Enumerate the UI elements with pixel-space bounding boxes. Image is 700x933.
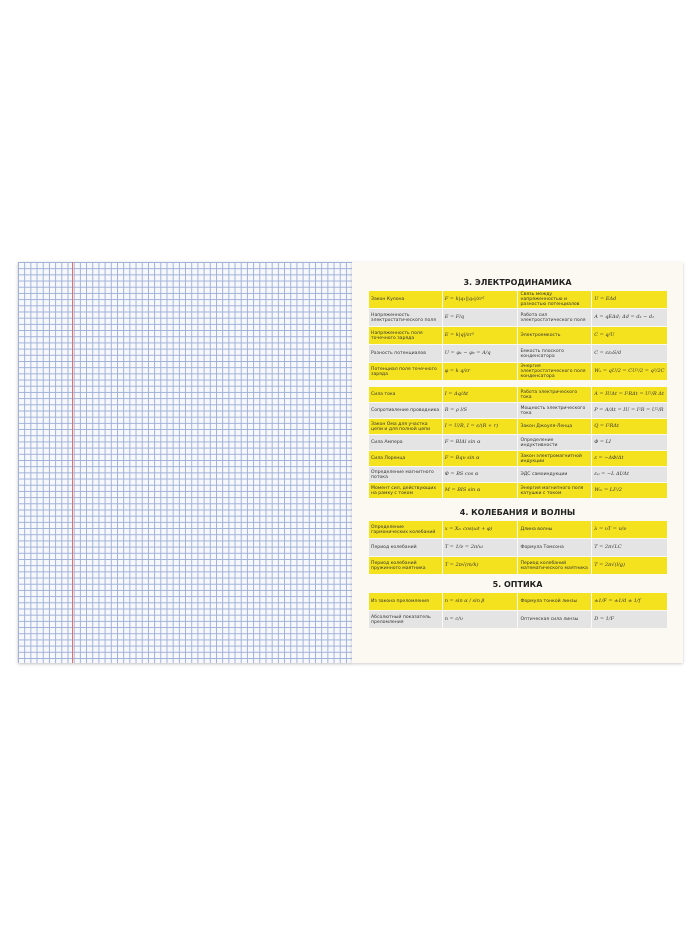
- formula-cell: φ = k q/εr: [442, 363, 518, 380]
- formula-cell: Φ = BS cos α: [442, 467, 518, 482]
- table-row: Закон Кулона F = k|q₁||q₂|/εr² Связь между…: [369, 291, 667, 308]
- formula-cell: n = c/υ: [442, 611, 518, 628]
- formula-cell: λ = υT = υ/ν: [592, 521, 667, 538]
- formula-cell: T = 1/ν = 2π/ω: [442, 539, 518, 556]
- table-row: Разность потенциалов U = φ₁ − φ₂ = A/q Емк…: [369, 345, 667, 362]
- formula-cell: n = sin α / sin β: [442, 593, 518, 610]
- label-cell: Закон электромагнитной индукции: [518, 451, 592, 466]
- formula-cell: E = F/q: [442, 309, 518, 326]
- label-cell: Из закона преломления: [369, 593, 442, 610]
- label-cell: Мощность электрического тока: [518, 403, 592, 418]
- formula-cell: E = k|q|/εr²: [442, 327, 518, 344]
- formula-cell: P = A/Δt = IU = I²R = U²/R: [592, 403, 667, 418]
- label-cell: Электроемкость: [518, 327, 592, 344]
- label-cell: Работа сил электростатического поля: [518, 309, 592, 326]
- formula-cell: Q = I²RΔt: [592, 419, 667, 434]
- formula-cell: I = U/R, I = ε/(R + r): [442, 419, 518, 434]
- formula-cell: Wₑ = qU/2 = CU²/2 = q²/2C: [592, 363, 667, 380]
- label-cell: Емкость плоского конденсатора: [518, 345, 592, 362]
- section-title: 5. ОПТИКА: [492, 580, 543, 589]
- label-cell: Определение гармонических колебаний: [369, 521, 442, 538]
- formula-cell: Φ = LI: [592, 435, 667, 450]
- label-cell: Определение магнитного потока: [369, 467, 442, 482]
- label-cell: Период колебаний математического маятник…: [518, 557, 592, 574]
- label-cell: Оптическая сила линзы: [518, 611, 592, 628]
- label-cell: ЭДС самоиндукции: [518, 467, 592, 482]
- label-cell: Период колебаний: [369, 539, 442, 556]
- label-cell: Определение индуктивности: [518, 435, 592, 450]
- formula-cell: C = εε₀S/d: [592, 345, 667, 362]
- table-row: Определение магнитного потока Φ = BS cos …: [369, 467, 667, 482]
- formula-table: Определение гармонических колебаний x = X…: [368, 520, 668, 575]
- label-cell: Формула тонкой линзы: [518, 593, 592, 610]
- table-row: Сопротивление проводника R = ρ l/S Мощност…: [369, 403, 667, 418]
- table-row: Момент сил, действующих на рамку с током…: [369, 483, 667, 498]
- table-row: Сила тока I = Δq/Δt Работа электрического …: [369, 387, 667, 402]
- formula-page: 3. ЭЛЕКТРОДИНАМИКА Закон Кулона F = k|q₁||…: [352, 262, 683, 663]
- section-title: 4. КОЛЕБАНИЯ И ВОЛНЫ: [459, 508, 576, 517]
- formula-cell: I = Δq/Δt: [442, 387, 518, 402]
- label-cell: Длина волны: [518, 521, 592, 538]
- formula-cell: D = 1/F: [592, 611, 667, 628]
- table-row: Закон Ома для участка цепи и для полной …: [369, 419, 667, 434]
- table-row: Сила Лоренца F = Bqυ sin α Закон электрома…: [369, 451, 667, 466]
- label-cell: Связь между напряженностью и разностью п…: [518, 291, 592, 308]
- formula-cell: T = 2π√(m/k): [442, 557, 518, 574]
- formula-table: Закон Кулона F = k|q₁||q₂|/εr² Связь между…: [368, 290, 668, 381]
- table-row: Напряженность поля точечного заряда E = k…: [369, 327, 667, 344]
- label-cell: Энергия магнитного поля катушки с током: [518, 483, 592, 498]
- table-row: Потенциал поля точечного заряда φ = k q/ε…: [369, 363, 667, 380]
- table-row: Абсолютный показатель преломления n = c/υ…: [369, 611, 667, 628]
- label-cell: Работа электрического тока: [518, 387, 592, 402]
- formula-cell: εₛᵢ = −L ΔI/Δt: [592, 467, 667, 482]
- label-cell: Закон Джоуля-Ленца: [518, 419, 592, 434]
- formula-cell: x = Xₘ cos(ωt + φ): [442, 521, 518, 538]
- formula-cell: T = 2π√(l/g): [592, 557, 667, 574]
- label-cell: Напряженность электростатического поля: [369, 309, 442, 326]
- table-row: Определение гармонических колебаний x = X…: [369, 521, 667, 538]
- formula-cell: U = φ₁ − φ₂ = A/q: [442, 345, 518, 362]
- table-row: Сила Ампера F = BIΔl sin α Определение инд…: [369, 435, 667, 450]
- formula-cell: T = 2π√LC: [592, 539, 667, 556]
- formula-cell: F = BIΔl sin α: [442, 435, 518, 450]
- formula-cell: U = EΔd: [592, 291, 667, 308]
- formula-table: Сила тока I = Δq/Δt Работа электрического …: [368, 386, 668, 499]
- formula-cell: ±1/F = ±1/d ± 1/f: [592, 593, 667, 610]
- formula-table: Из закона преломления n = sin α / sin β Фо…: [368, 592, 668, 629]
- formula-cell: A = qEΔd; Δd = d₂ − d₁: [592, 309, 667, 326]
- label-cell: Закон Кулона: [369, 291, 442, 308]
- label-cell: Сила Ампера: [369, 435, 442, 450]
- label-cell: Момент сил, действующих на рамку с током: [369, 483, 442, 498]
- label-cell: Сопротивление проводника: [369, 403, 442, 418]
- formula-cell: F = Bqυ sin α: [442, 451, 518, 466]
- section-title: 3. ЭЛЕКТРОДИНАМИКА: [463, 278, 572, 287]
- label-cell: Сила тока: [369, 387, 442, 402]
- formula-cell: Wₘ = LI²/2: [592, 483, 667, 498]
- label-cell: Напряженность поля точечного заряда: [369, 327, 442, 344]
- margin-line: [72, 262, 73, 663]
- formula-cell: M = BIS sin α: [442, 483, 518, 498]
- label-cell: Сила Лоренца: [369, 451, 442, 466]
- label-cell: Разность потенциалов: [369, 345, 442, 362]
- formula-cell: ε = −ΔΦ/Δt: [592, 451, 667, 466]
- label-cell: Период колебаний пружинного маятника: [369, 557, 442, 574]
- label-cell: Потенциал поля точечного заряда: [369, 363, 442, 380]
- label-cell: Формула Томсона: [518, 539, 592, 556]
- formula-cell: A = IUΔt = I²RΔt = U²/R Δt: [592, 387, 667, 402]
- table-row: Напряженность электростатического поля E …: [369, 309, 667, 326]
- grid-page: [18, 262, 352, 663]
- table-row: Период колебаний пружинного маятника T = …: [369, 557, 667, 574]
- formula-cell: F = k|q₁||q₂|/εr²: [442, 291, 518, 308]
- label-cell: Абсолютный показатель преломления: [369, 611, 442, 628]
- table-row: Период колебаний T = 1/ν = 2π/ω Формула То…: [369, 539, 667, 556]
- label-cell: Закон Ома для участка цепи и для полной …: [369, 419, 442, 434]
- formula-cell: C = q/U: [592, 327, 667, 344]
- label-cell: Энергия электростатического поля конденс…: [518, 363, 592, 380]
- formula-cell: R = ρ l/S: [442, 403, 518, 418]
- table-row: Из закона преломления n = sin α / sin β Фо…: [369, 593, 667, 610]
